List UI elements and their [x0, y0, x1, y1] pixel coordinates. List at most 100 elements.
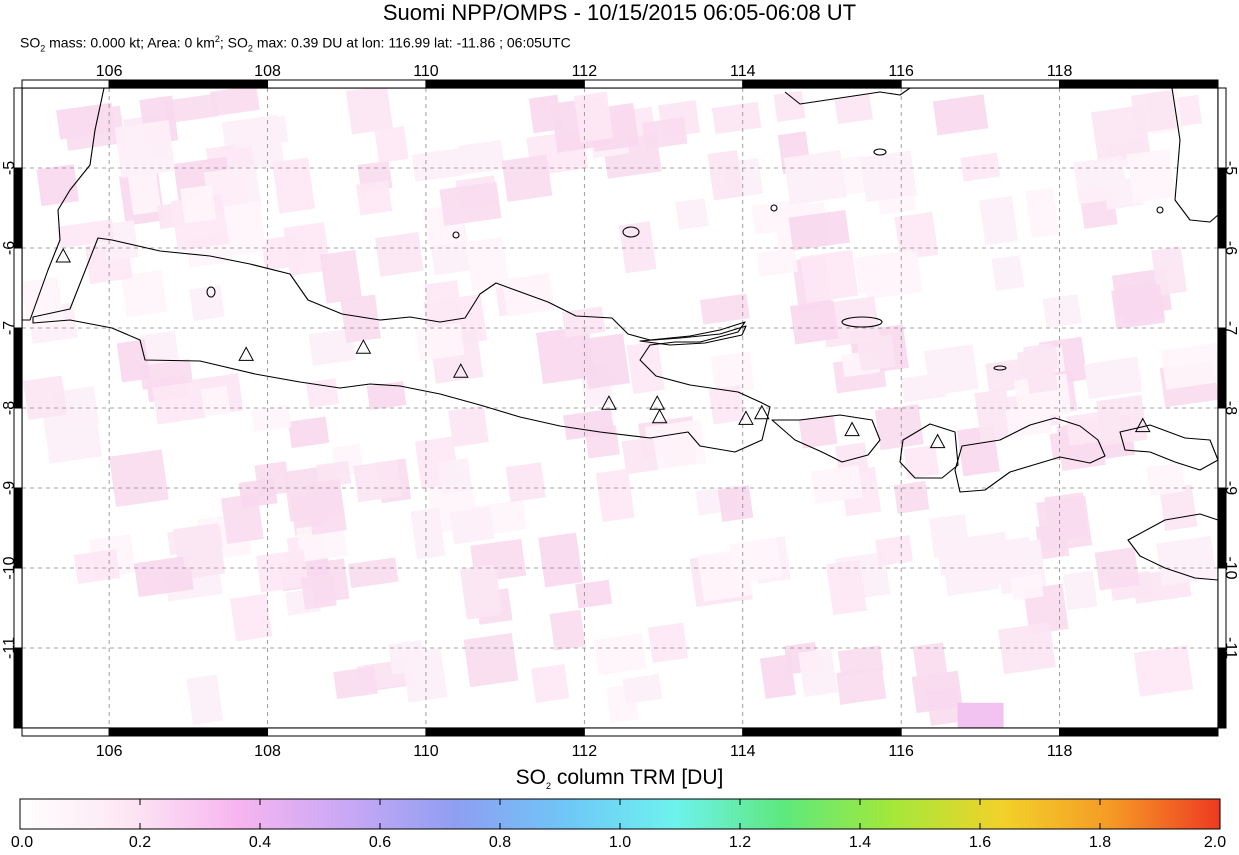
lat-tick-label: -9 — [1, 481, 18, 495]
lat-tick-label: -6 — [1222, 241, 1239, 255]
lon-tick-label: 106 — [96, 63, 123, 80]
so2-pixel — [810, 464, 863, 505]
so2-pixel — [288, 416, 330, 449]
so2-pixel — [1133, 645, 1194, 697]
colorbar-label: 2.0 — [1203, 834, 1227, 851]
colorbar-label: 0.6 — [368, 834, 392, 851]
lon-tick-label: 116 — [888, 63, 914, 80]
lat-tick-label: -8 — [1, 401, 18, 415]
map-title: Suomi NPP/OMPS - 10/15/2015 06:05-06:08 … — [382, 0, 857, 25]
so2-pixel — [903, 444, 940, 479]
so2-pixel — [114, 119, 176, 179]
lat-tick-label: -6 — [1, 241, 18, 255]
so2-pixel — [893, 480, 930, 514]
so2-pixel — [979, 195, 1019, 246]
so2-pixel — [116, 339, 151, 383]
so2-pixel — [783, 150, 847, 206]
so2-pixel — [1096, 394, 1148, 446]
frame-bar-segment — [1217, 567, 1227, 649]
island-bawean — [622, 226, 640, 238]
island-small-3 — [993, 365, 1007, 371]
so2-pixel — [355, 180, 393, 216]
lat-tick-label: -8 — [1222, 401, 1239, 415]
lon-tick-label: 108 — [254, 63, 281, 80]
so2-pixel — [1005, 404, 1053, 439]
island-small-1 — [206, 286, 216, 298]
frame-bar-segment — [583, 79, 744, 89]
so2-pixel — [250, 404, 292, 433]
frame-bar-segment — [13, 487, 23, 569]
so2-pixel — [707, 150, 744, 201]
so2-pixel — [1126, 148, 1176, 204]
so2-pixel — [347, 557, 399, 589]
so2-pixel — [528, 94, 563, 134]
lat-tick-label: -10 — [1222, 556, 1239, 579]
colorbar-label: 0.4 — [248, 834, 272, 851]
so2-pixel — [463, 632, 519, 688]
so2-pixel — [935, 531, 970, 577]
lat-tick-label: -11 — [1, 637, 18, 659]
so2-pixel — [1131, 90, 1177, 134]
so2-pixel — [773, 90, 806, 123]
lon-tick-label: 106 — [96, 743, 123, 760]
frame-bar-segment — [425, 79, 585, 89]
frame-bar-segment — [1059, 79, 1219, 89]
so2-pixel — [319, 249, 363, 304]
so2-pixel — [1042, 294, 1082, 329]
so2-pixel — [717, 485, 754, 522]
so2-pixel — [437, 457, 473, 495]
so2-pixel — [345, 85, 394, 135]
so2-pixel — [238, 478, 278, 509]
frame-bar-segment — [1217, 327, 1227, 409]
so2-pixel — [189, 285, 225, 321]
frame-bar-segment — [13, 327, 23, 409]
so2-pixel — [139, 358, 193, 390]
frame-bar-segment — [1217, 647, 1227, 729]
so2-pixel — [127, 167, 162, 216]
frame-bar-segment — [108, 727, 269, 737]
lon-tick-label: 108 — [254, 743, 281, 760]
frame-bar-segment — [13, 407, 23, 489]
so2-pixel — [874, 404, 924, 451]
volcano-marker — [1134, 417, 1151, 433]
volcano-marker — [238, 346, 254, 361]
so2-pixel — [1025, 187, 1060, 239]
so2-pixel — [411, 148, 464, 182]
so2-pixel — [710, 351, 755, 395]
lat-tick-label: -5 — [1222, 161, 1239, 175]
so2-pixel — [305, 479, 347, 535]
frame-bar-segment — [900, 727, 1061, 737]
so2-pixel — [316, 460, 352, 488]
so2-pixel — [729, 537, 782, 583]
so2-pixel — [837, 645, 884, 677]
so2-pixel — [912, 642, 950, 693]
so2-pixel — [1155, 535, 1217, 586]
so2-pixel — [465, 236, 510, 292]
island-small-4 — [1156, 206, 1164, 214]
so2-pixel — [1016, 347, 1060, 375]
so2-pixel — [593, 633, 647, 676]
so2-pixel — [561, 306, 606, 338]
so2-pixel — [1062, 570, 1098, 611]
so2-pixel — [675, 198, 709, 231]
so2-pixel — [642, 117, 688, 150]
lon-tick-label: 116 — [888, 743, 914, 760]
so2-pixel — [457, 139, 505, 175]
so2-pixel — [1151, 246, 1187, 296]
so2-pixel — [120, 270, 168, 318]
so2-pixel — [974, 388, 1013, 442]
graticule — [22, 88, 1218, 728]
lon-tick-label: 118 — [1047, 743, 1073, 760]
volcano-marker — [753, 404, 770, 420]
so2-pixel — [622, 673, 663, 704]
so2-pixel — [535, 325, 596, 385]
coastline-bali — [771, 414, 881, 463]
so2-pixel — [595, 468, 635, 523]
colorbar-label: 1.6 — [968, 834, 992, 851]
lat-tick-label: -10 — [1, 556, 18, 579]
volcano-marker — [929, 433, 946, 449]
so2-pixel — [1160, 342, 1223, 390]
colorbar-label: 1.4 — [848, 834, 872, 851]
so2-pixel — [788, 209, 850, 251]
volcano-markers — [55, 247, 1151, 449]
